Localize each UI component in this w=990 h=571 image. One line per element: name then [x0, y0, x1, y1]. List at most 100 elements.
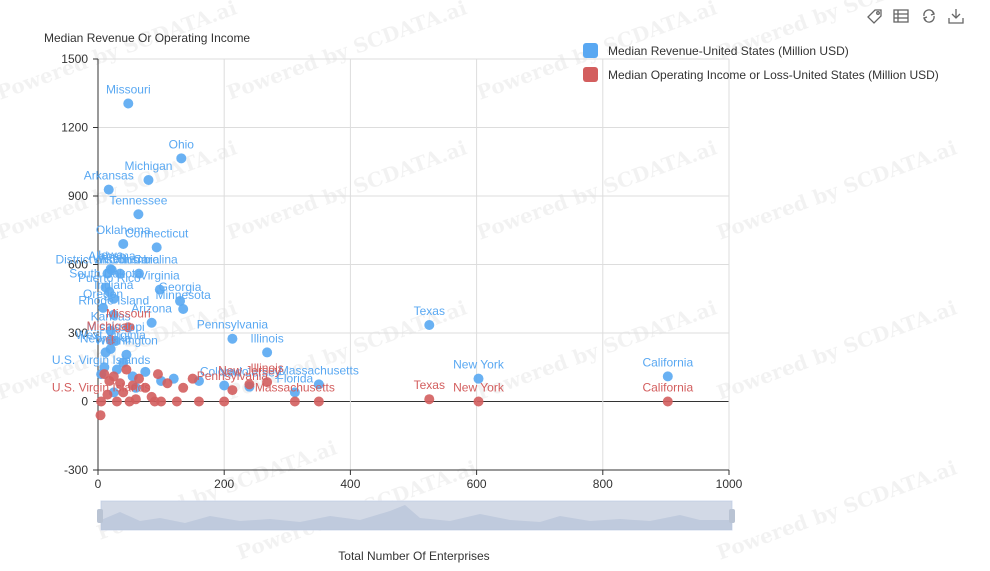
- income-point[interactable]: [313, 396, 324, 407]
- revenue-point[interactable]: [154, 284, 165, 295]
- income-point-label: Illinois: [250, 361, 283, 375]
- legend-item[interactable]: Median Operating Income or Loss-United S…: [583, 67, 939, 82]
- revenue-point[interactable]: [424, 320, 435, 331]
- revenue-point-label: Arizona: [131, 302, 172, 316]
- revenue-point[interactable]: [134, 268, 145, 279]
- income-point[interactable]: [96, 396, 107, 407]
- income-point[interactable]: [105, 334, 116, 345]
- revenue-point-label: Massachusetts: [279, 363, 359, 377]
- revenue-point[interactable]: [143, 175, 154, 186]
- revenue-point[interactable]: [102, 268, 113, 279]
- save-image-icon[interactable]: [948, 9, 964, 24]
- revenue-point-label: California: [642, 355, 693, 369]
- income-point[interactable]: [219, 396, 230, 407]
- income-point[interactable]: [115, 378, 126, 389]
- y-tick-label: 1200: [61, 121, 88, 135]
- income-point[interactable]: [102, 389, 113, 400]
- zoom-handle-right[interactable]: [729, 509, 735, 523]
- revenue-point[interactable]: [121, 349, 132, 360]
- revenue-point[interactable]: [105, 325, 116, 336]
- revenue-point[interactable]: [108, 293, 119, 304]
- revenue-point-label: North Carolina: [100, 253, 178, 267]
- revenue-point[interactable]: [140, 366, 151, 377]
- income-point[interactable]: [152, 369, 163, 380]
- income-point[interactable]: [156, 396, 167, 407]
- x-tick-label: 800: [593, 477, 613, 491]
- income-point[interactable]: [134, 373, 145, 384]
- revenue-point[interactable]: [219, 380, 230, 391]
- revenue-point[interactable]: [98, 302, 109, 313]
- restore-icon[interactable]: [922, 9, 936, 23]
- revenue-point-label: Arkansas: [84, 169, 134, 183]
- revenue-point[interactable]: [108, 309, 119, 320]
- legend-item[interactable]: Median Revenue-United States (Million US…: [583, 43, 849, 58]
- income-point[interactable]: [171, 396, 182, 407]
- revenue-point-label: Colorado: [200, 365, 249, 379]
- revenue-point[interactable]: [178, 304, 189, 315]
- x-tick-label: 200: [214, 477, 234, 491]
- data-view-icon[interactable]: [893, 9, 909, 23]
- revenue-point-label: South Dakota: [69, 266, 142, 280]
- tag-icon[interactable]: [867, 9, 882, 24]
- revenue-point-label: Ohio: [169, 137, 195, 151]
- revenue-point-label: Tennessee: [109, 193, 167, 207]
- income-point[interactable]: [123, 322, 134, 333]
- income-point[interactable]: [262, 377, 273, 388]
- income-point[interactable]: [187, 373, 198, 384]
- revenue-point[interactable]: [662, 371, 673, 382]
- revenue-point[interactable]: [133, 209, 144, 220]
- revenue-point[interactable]: [175, 296, 186, 307]
- income-point[interactable]: [95, 410, 106, 421]
- revenue-point[interactable]: [100, 347, 111, 358]
- income-point[interactable]: [118, 387, 129, 398]
- revenue-point[interactable]: [262, 347, 273, 358]
- revenue-point[interactable]: [289, 387, 300, 398]
- revenue-point-label: Georgia: [159, 280, 202, 294]
- watermark-text: Powered by SCDATA.ai: [714, 455, 961, 564]
- income-point[interactable]: [111, 396, 122, 407]
- revenue-point[interactable]: [151, 242, 162, 253]
- income-point[interactable]: [473, 396, 484, 407]
- income-point[interactable]: [227, 385, 238, 396]
- watermark-text: Powered by SCDATA.ai: [224, 135, 471, 244]
- revenue-point[interactable]: [313, 379, 324, 390]
- toolbar: [867, 9, 964, 24]
- y-tick-label: -300: [64, 463, 88, 477]
- revenue-point-label: Wisconsin: [93, 253, 148, 267]
- revenue-point-label: District of Columbia: [55, 253, 159, 267]
- income-point[interactable]: [108, 371, 119, 382]
- x-tick-label: 0: [95, 477, 102, 491]
- income-point[interactable]: [178, 382, 189, 393]
- x-tick-label: 1000: [716, 477, 743, 491]
- income-point[interactable]: [662, 396, 673, 407]
- income-point[interactable]: [130, 394, 141, 405]
- revenue-point[interactable]: [99, 362, 110, 373]
- income-point[interactable]: [424, 394, 435, 405]
- legend-swatch: [583, 43, 598, 58]
- revenue-point[interactable]: [123, 98, 134, 109]
- income-point[interactable]: [121, 364, 132, 375]
- revenue-point[interactable]: [115, 268, 126, 279]
- revenue-point[interactable]: [103, 184, 114, 195]
- zoom-handle-left[interactable]: [97, 509, 103, 523]
- revenue-point-label: Virginia: [140, 269, 180, 283]
- income-point[interactable]: [162, 378, 173, 389]
- income-point-label: Michigan: [87, 319, 135, 333]
- grid-lines: [97, 58, 730, 471]
- income-point[interactable]: [289, 396, 300, 407]
- revenue-point[interactable]: [118, 238, 129, 249]
- income-point[interactable]: [140, 382, 151, 393]
- income-point[interactable]: [127, 380, 138, 391]
- y-tick-label: 0: [81, 395, 88, 409]
- revenue-point[interactable]: [227, 333, 238, 344]
- data-zoom-slider[interactable]: [97, 500, 735, 531]
- revenue-point[interactable]: [176, 153, 187, 164]
- revenue-point[interactable]: [146, 317, 157, 328]
- revenue-point-label: Florida: [277, 371, 314, 385]
- income-point[interactable]: [244, 379, 255, 390]
- revenue-point[interactable]: [473, 373, 484, 384]
- y-tick-label: 300: [68, 326, 88, 340]
- income-point[interactable]: [99, 369, 110, 380]
- income-point[interactable]: [193, 396, 204, 407]
- data-labels: MissouriOhioMichiganArkansasTennesseeOkl…: [52, 83, 694, 395]
